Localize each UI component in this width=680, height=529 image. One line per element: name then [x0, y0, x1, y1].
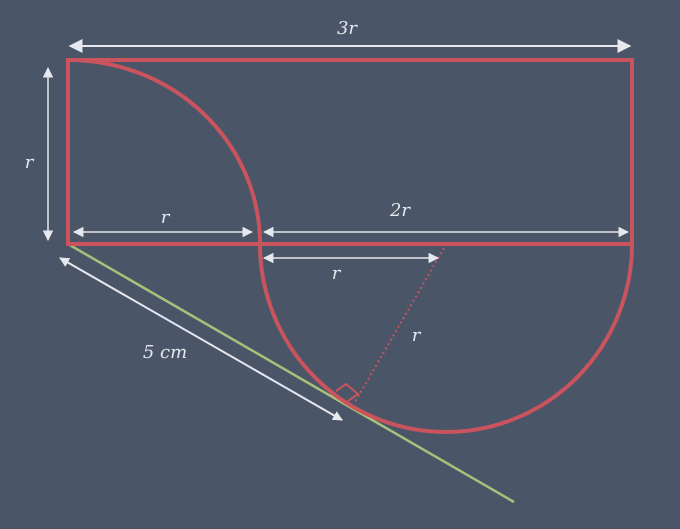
top-width-label: 3r	[337, 18, 358, 39]
tangent-length-arrow	[59, 257, 343, 421]
left-height-label: r	[25, 152, 35, 173]
bottom-left-width-label: r	[161, 207, 171, 228]
radius-dotted-line	[354, 247, 445, 403]
bottom-right-width-label: 2r	[389, 200, 411, 221]
rectangle	[66, 58, 634, 246]
tangent-line	[67, 242, 515, 504]
tangent-length-label: 5 cm	[143, 342, 187, 363]
slant-radius-label: r	[412, 325, 422, 346]
quarter-circle-arc	[67, 58, 262, 245]
semicircle-radius-label: r	[332, 263, 342, 284]
